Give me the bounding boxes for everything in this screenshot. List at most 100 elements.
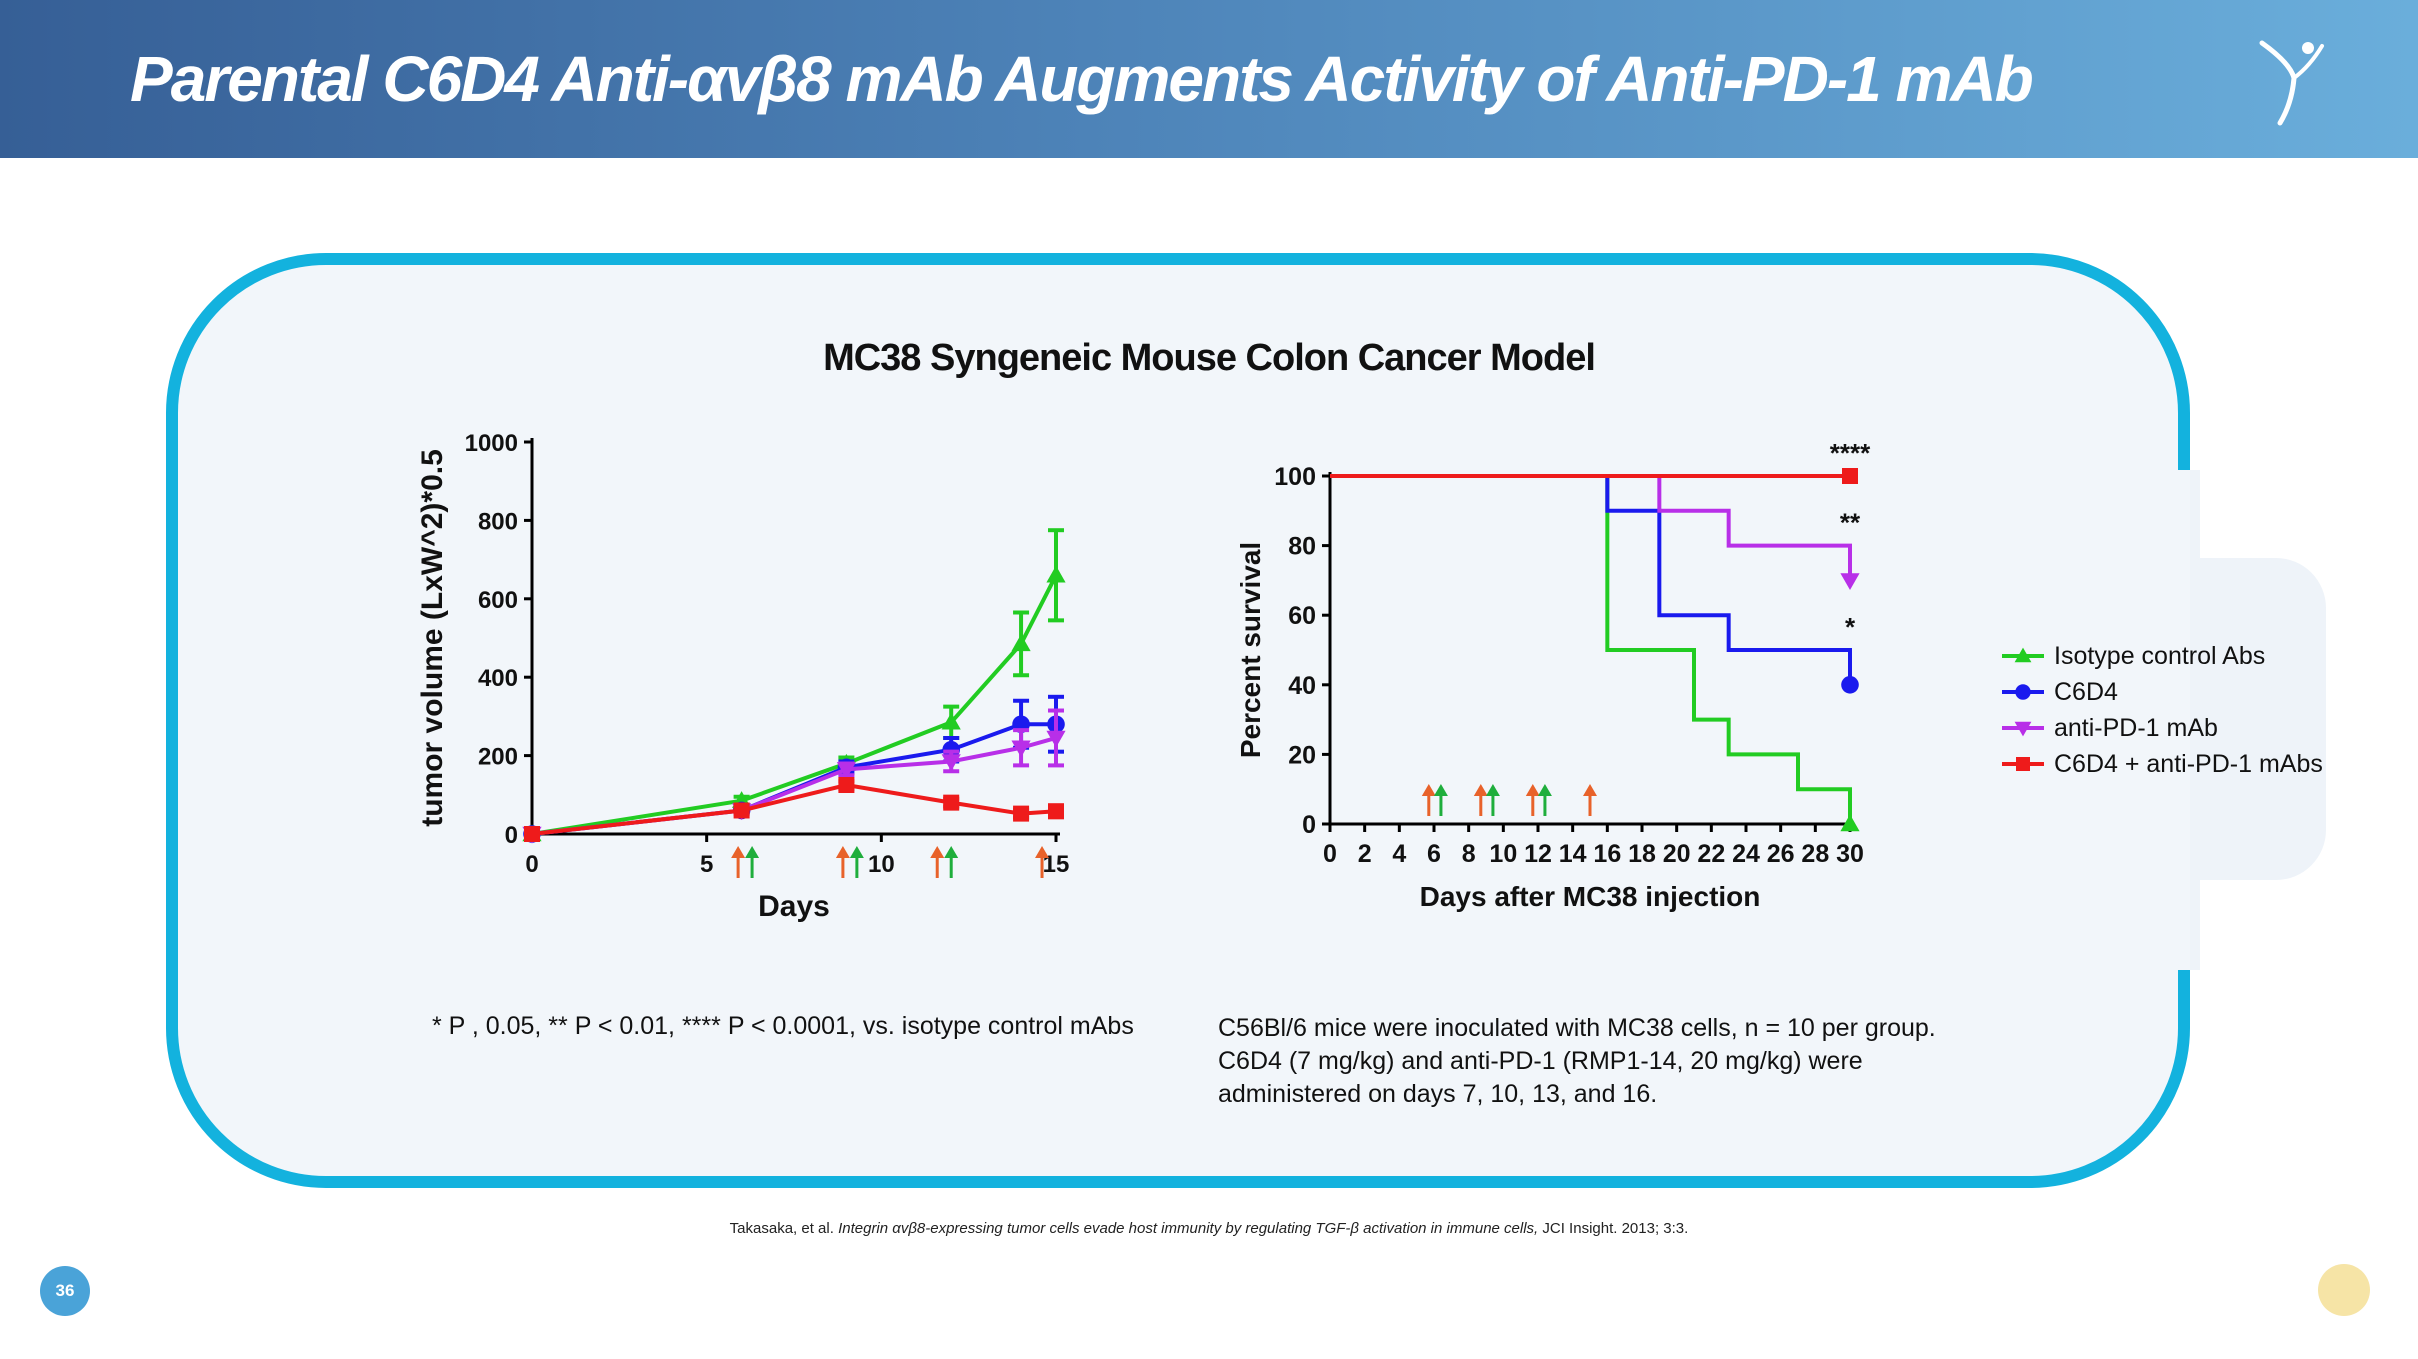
legend-label: anti-PD-1 mAb [2054, 713, 2218, 742]
dosing-arrow-icon [745, 846, 760, 878]
data-point [1013, 805, 1030, 822]
dosing-arrow-icon [849, 846, 864, 878]
legend-item-antipd1: anti-PD-1 mAb [2000, 710, 2323, 746]
data-point [943, 794, 960, 811]
y-tick-label: 60 [1288, 602, 1316, 630]
y-tick-label: 0 [505, 822, 518, 849]
series-line-c6d4 [531, 722, 1056, 836]
dosing-arrow-icon [731, 846, 746, 878]
slide-header: Parental C6D4 Anti-αvβ8 mAb Augments Act… [0, 0, 2418, 158]
x-tick-label: 10 [868, 851, 895, 878]
y-tick-label: 200 [478, 744, 518, 771]
data-point [1840, 573, 1860, 590]
series-isotype [1330, 474, 1860, 832]
x-tick-label: 0 [1323, 840, 1337, 868]
x-tick-label: 22 [1697, 840, 1725, 868]
data-point [1840, 814, 1860, 832]
legend-label: C6D4 [2054, 677, 2118, 706]
y-tick-label: 0 [1302, 811, 1316, 839]
x-tick-label: 10 [1489, 840, 1517, 868]
dosing-arrow-icon [1421, 784, 1436, 816]
page-number: 36 [40, 1266, 90, 1316]
x-tick-label: 30 [1836, 840, 1864, 868]
chart-heading: MC38 Syngeneic Mouse Colon Cancer Model [823, 337, 1596, 379]
dosing-arrow-icon [1433, 784, 1448, 816]
y-tick-label: 1000 [465, 430, 518, 457]
legend-marker-combo [2002, 757, 2044, 771]
dosing-arrow-icon [835, 846, 850, 878]
x-tick-label: 8 [1462, 840, 1476, 868]
data-point [941, 712, 961, 730]
data-point [524, 826, 540, 842]
y-axis-label: tumor volume (LxW^2)*0.5 [416, 449, 449, 827]
data-point [1046, 730, 1066, 748]
x-tick-label: 6 [1427, 840, 1441, 868]
significance-label: ** [1840, 508, 1861, 538]
series-line-combo [531, 782, 1057, 836]
x-axis-label: Days after MC38 injection [1420, 881, 1761, 912]
company-logo-icon [2259, 40, 2324, 126]
legend-item-combo: C6D4 + anti-PD-1 mAbs [2000, 746, 2323, 782]
series-antipd1: ** [1330, 474, 1861, 590]
legend-symbol [2016, 757, 2030, 771]
data-point [733, 802, 750, 819]
series-combo [524, 777, 1064, 842]
legend-marker-c6d4 [2002, 684, 2044, 700]
series-line-isotype [1330, 474, 1852, 824]
data-point [1046, 565, 1066, 583]
panel-border-gap-inner [2160, 470, 2190, 970]
significance-label: **** [1830, 438, 1871, 468]
series-line-antipd1 [1330, 474, 1852, 581]
y-tick-label: 80 [1288, 533, 1316, 561]
data-point [1842, 468, 1858, 484]
legend-item-c6d4: C6D4 [2000, 674, 2323, 710]
dosing-arrow-icon [1035, 846, 1050, 878]
x-axis-label: Days [758, 890, 830, 923]
legend-symbol [2015, 684, 2031, 700]
data-point [838, 777, 855, 793]
legend-symbol [2014, 721, 2032, 737]
legend-symbol [2014, 647, 2032, 663]
dosing-arrow-icon [1485, 784, 1500, 816]
legend-marker-isotype [2002, 647, 2044, 663]
x-tick-label: 14 [1559, 840, 1587, 868]
x-tick-label: 4 [1392, 840, 1406, 868]
x-tick-label: 5 [700, 851, 713, 878]
x-tick-label: 16 [1593, 840, 1621, 868]
x-tick-label: 0 [525, 851, 538, 878]
data-point [1011, 740, 1031, 758]
legend-marker-antipd1 [2002, 721, 2044, 737]
series-c6d4: * [1330, 474, 1859, 694]
x-tick-label: 18 [1628, 840, 1656, 868]
y-tick-label: 20 [1288, 741, 1316, 769]
legend-label: Isotype control Abs [2054, 641, 2266, 670]
dosing-arrow-icon [1473, 784, 1488, 816]
dosing-arrow-icon [1537, 784, 1552, 816]
slide-title: Parental C6D4 Anti-αvβ8 mAb Augments Act… [130, 43, 2034, 115]
significance-footnote: * P , 0.05, ** P < 0.01, **** P < 0.0001… [432, 1012, 1134, 1040]
data-point [836, 762, 856, 779]
x-tick-label: 2 [1358, 840, 1372, 868]
dosing-arrow-icon [944, 846, 959, 878]
x-tick-label: 20 [1663, 840, 1691, 868]
y-tick-label: 800 [478, 508, 518, 535]
y-axis-label: Percent survival [1235, 542, 1266, 758]
data-point [1841, 676, 1859, 694]
x-tick-label: 26 [1767, 840, 1795, 868]
significance-label: * [1845, 612, 1856, 642]
y-tick-label: 400 [478, 665, 518, 692]
x-tick-label: 12 [1524, 840, 1552, 868]
chart-panel [166, 253, 2190, 1188]
dosing-arrow-icon [1583, 784, 1597, 816]
citation-authors: Takasaka, et al. [729, 1220, 834, 1237]
methods-footnote: C56Bl/6 mice were inoculated with MC38 c… [1218, 1014, 1936, 1108]
dosing-arrow-icon [1525, 784, 1540, 816]
series-isotype [522, 528, 1066, 842]
chart-legend: Isotype control Abs C6D4 anti-PD-1 mAb C6D4… [2000, 638, 2323, 782]
x-tick-label: 28 [1801, 840, 1829, 868]
y-tick-label: 600 [478, 587, 518, 614]
series-line-isotype [531, 574, 1058, 836]
series-combo: **** [1330, 438, 1871, 484]
citation-title: Integrin αvβ8-expressing tumor cells eva… [838, 1220, 1539, 1237]
